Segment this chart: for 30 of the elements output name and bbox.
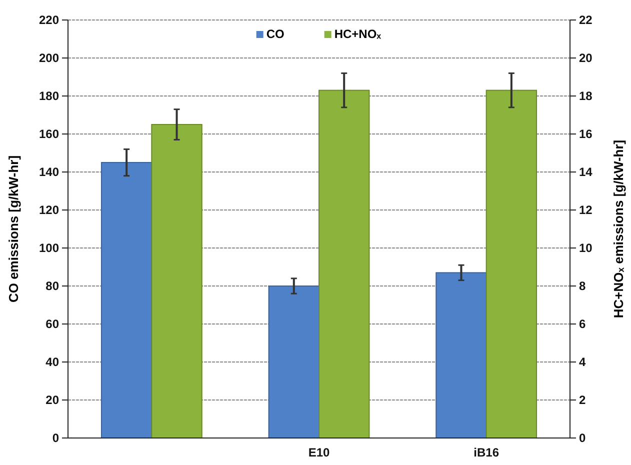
y-tick-label: 120 [38,202,60,217]
y-tick-label: 160 [38,126,60,141]
y-tick-label: 40 [46,354,60,369]
y-tick-label: 220 [38,12,60,27]
y2-tick-label: 14 [579,164,593,179]
y2-tick-label: 16 [579,126,593,141]
y2-tick-label: 4 [579,354,586,369]
x-tick-label: iB16 [474,446,500,460]
y2-tick-label: 20 [579,50,593,65]
y-tick-label: 100 [38,240,60,255]
legend-label: HC+NOₓ [334,27,382,41]
legend-label: CO [266,27,284,41]
x-tick-label: E10 [308,446,330,460]
y-tick-label: 140 [38,164,60,179]
y-tick-label: 0 [52,430,60,445]
y2-tick-label: 8 [579,278,586,293]
y2-tick-label: 0 [579,430,586,445]
y2-tick-label: 6 [579,316,586,331]
y-tick-label: 200 [38,50,60,65]
y2-tick-label: 2 [579,392,586,407]
y2-tick-label: 12 [579,202,593,217]
y2-tick-label: 18 [579,88,593,103]
y2-tick-label: 22 [579,12,593,27]
y-axis-title: CO emissions [g/kW-hr] [6,155,21,303]
y-tick-label: 180 [38,88,60,103]
y2-tick-label: 10 [579,240,593,255]
y-tick-label: 80 [46,278,60,293]
y-tick-label: 60 [46,316,60,331]
y2-axis-title: HC+NOₓ emissions [g/kW-hr] [611,140,626,318]
y-tick-label: 20 [46,392,60,407]
